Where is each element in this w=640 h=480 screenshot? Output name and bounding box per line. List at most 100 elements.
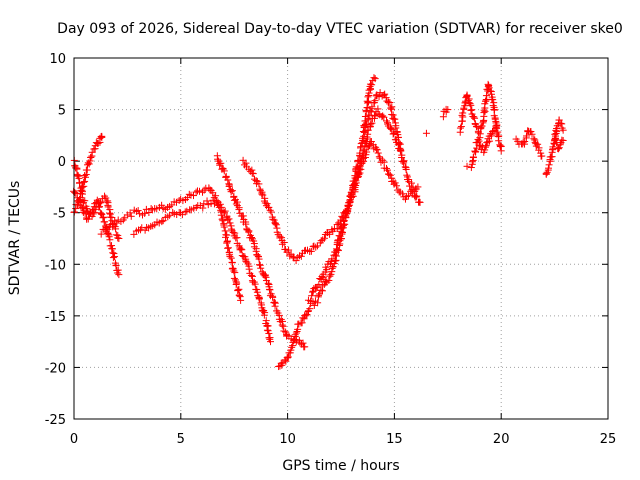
data-point bbox=[266, 286, 274, 294]
data-point bbox=[317, 286, 325, 294]
data-point bbox=[109, 254, 117, 262]
data-point bbox=[286, 252, 294, 260]
y-tick-label: -10 bbox=[45, 258, 66, 273]
series-track-h bbox=[275, 74, 379, 371]
data-point bbox=[326, 230, 334, 238]
data-point bbox=[332, 245, 340, 253]
data-point bbox=[559, 126, 567, 134]
x-tick-label: 15 bbox=[386, 432, 403, 447]
data-point bbox=[350, 180, 358, 188]
data-point bbox=[252, 245, 260, 253]
data-point bbox=[251, 280, 259, 288]
data-point bbox=[463, 162, 471, 170]
data-point bbox=[106, 236, 114, 244]
data-point bbox=[386, 171, 394, 179]
data-point bbox=[476, 142, 484, 150]
data-point bbox=[545, 161, 553, 169]
data-point bbox=[380, 158, 388, 166]
data-point bbox=[322, 278, 330, 286]
data-point bbox=[357, 157, 365, 165]
data-point bbox=[497, 147, 505, 155]
data-point bbox=[266, 206, 274, 214]
data-point bbox=[199, 204, 207, 212]
data-point bbox=[392, 182, 400, 190]
data-point bbox=[346, 192, 354, 200]
data-point bbox=[203, 197, 211, 205]
data-point bbox=[348, 189, 356, 197]
data-point bbox=[301, 343, 309, 351]
data-point bbox=[400, 159, 408, 167]
data-point bbox=[228, 187, 236, 195]
data-point bbox=[71, 189, 79, 197]
data-point bbox=[326, 272, 334, 280]
data-point bbox=[551, 134, 559, 142]
data-point bbox=[388, 110, 396, 118]
data-point bbox=[334, 236, 342, 244]
data-point bbox=[439, 113, 447, 121]
data-point bbox=[307, 297, 315, 305]
data-point bbox=[555, 144, 563, 152]
data-point bbox=[239, 156, 247, 164]
data-point bbox=[263, 326, 271, 334]
data-point bbox=[75, 197, 83, 205]
data-point bbox=[354, 156, 362, 164]
data-point bbox=[489, 96, 497, 104]
data-point bbox=[391, 115, 399, 123]
data-point bbox=[212, 192, 220, 200]
data-point bbox=[223, 231, 231, 239]
data-point bbox=[375, 93, 383, 101]
series-track-k bbox=[439, 105, 452, 121]
data-point bbox=[226, 253, 234, 261]
data-point bbox=[368, 103, 376, 111]
series-track-o bbox=[542, 116, 567, 178]
data-point bbox=[320, 234, 328, 242]
data-point bbox=[308, 292, 316, 300]
data-point bbox=[298, 319, 306, 327]
data-point bbox=[486, 87, 494, 95]
data-point bbox=[196, 187, 204, 195]
data-point bbox=[382, 164, 390, 172]
data-point bbox=[353, 173, 361, 181]
y-tick-label: -20 bbox=[45, 361, 66, 376]
data-point bbox=[391, 179, 399, 187]
data-point bbox=[364, 93, 372, 101]
data-point bbox=[373, 146, 381, 154]
data-point bbox=[192, 188, 200, 196]
series-track-e bbox=[130, 196, 275, 346]
x-tick-label: 20 bbox=[493, 432, 510, 447]
y-tick-label: -25 bbox=[45, 413, 66, 428]
data-point bbox=[324, 229, 332, 237]
data-point bbox=[164, 213, 172, 221]
series-track-d bbox=[97, 184, 245, 304]
data-point bbox=[374, 110, 382, 118]
data-point bbox=[416, 198, 424, 206]
data-point bbox=[224, 244, 232, 252]
data-point bbox=[387, 104, 395, 112]
data-point bbox=[235, 291, 243, 299]
data-points bbox=[70, 74, 567, 371]
data-point bbox=[334, 237, 342, 245]
series-track-g bbox=[239, 138, 422, 265]
data-point bbox=[112, 225, 120, 233]
data-point bbox=[258, 268, 266, 276]
data-point bbox=[336, 232, 344, 240]
data-point bbox=[105, 233, 113, 241]
data-point bbox=[127, 212, 135, 220]
series-track-b bbox=[70, 156, 123, 279]
data-point bbox=[271, 302, 279, 310]
data-point bbox=[381, 90, 389, 98]
data-point bbox=[363, 120, 371, 128]
data-point bbox=[535, 144, 543, 152]
data-point bbox=[134, 207, 142, 215]
data-point bbox=[444, 106, 452, 114]
data-point bbox=[406, 182, 414, 190]
data-point bbox=[482, 143, 490, 151]
plot-frame bbox=[73, 57, 609, 420]
series-track-m bbox=[467, 121, 501, 172]
data-point bbox=[255, 180, 263, 188]
data-point bbox=[176, 209, 184, 217]
data-point bbox=[383, 97, 391, 105]
data-point bbox=[221, 207, 229, 215]
data-point bbox=[278, 321, 286, 329]
data-point bbox=[388, 125, 396, 133]
